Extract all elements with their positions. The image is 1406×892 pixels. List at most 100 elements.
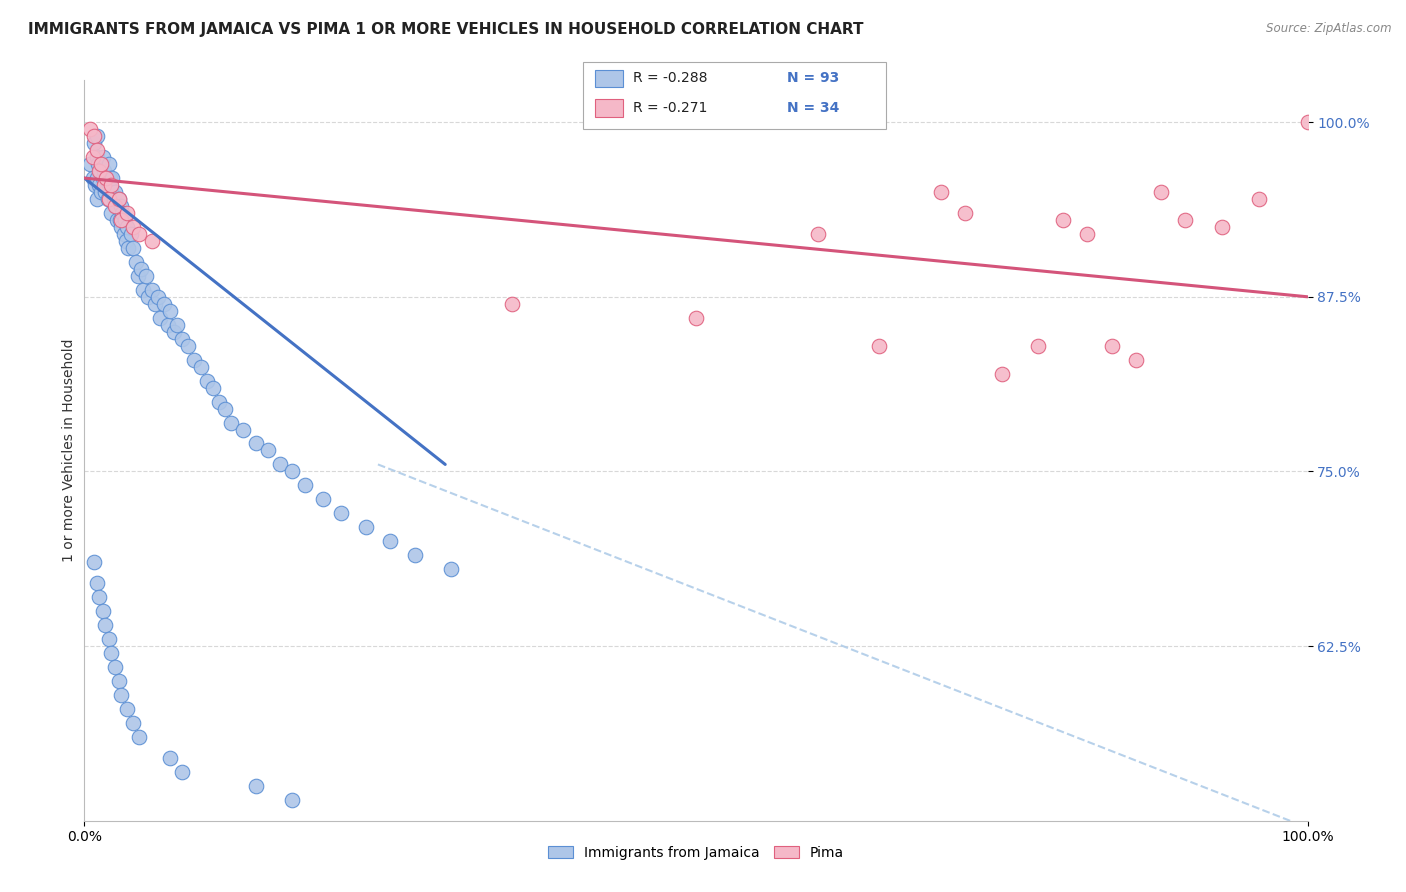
- Point: [135, 268, 157, 283]
- Point: [115, 206, 138, 220]
- Point: [110, 213, 132, 227]
- Point: [127, 268, 149, 283]
- Point: [100, 206, 122, 220]
- Point: [354, 520, 377, 534]
- Point: [1211, 219, 1233, 234]
- Point: [98, 171, 121, 186]
- Point: [110, 199, 132, 213]
- Point: [110, 219, 132, 234]
- Point: [97, 178, 120, 192]
- Point: [82, 171, 104, 186]
- Point: [111, 206, 134, 220]
- Point: [153, 297, 176, 311]
- Point: [100, 646, 122, 660]
- Point: [86, 150, 108, 164]
- Point: [1174, 213, 1197, 227]
- Point: [502, 297, 524, 311]
- Point: [953, 206, 976, 220]
- Point: [146, 290, 169, 304]
- Point: [91, 150, 114, 164]
- Point: [929, 185, 952, 199]
- Point: [163, 325, 186, 339]
- Point: [79, 122, 101, 136]
- Point: [91, 171, 114, 186]
- Point: [125, 255, 148, 269]
- Point: [86, 171, 108, 186]
- Point: [107, 192, 129, 206]
- Point: [232, 423, 254, 437]
- Point: [159, 751, 181, 765]
- Point: [312, 492, 335, 507]
- Point: [115, 702, 138, 716]
- Point: [380, 534, 402, 549]
- Point: [114, 213, 136, 227]
- Point: [281, 793, 304, 807]
- Point: [117, 241, 139, 255]
- Point: [120, 227, 142, 241]
- Y-axis label: 1 or more Vehicles in Household: 1 or more Vehicles in Household: [62, 339, 76, 562]
- Point: [87, 164, 110, 178]
- Point: [96, 171, 118, 186]
- Point: [97, 157, 120, 171]
- Point: [100, 185, 122, 199]
- Point: [96, 171, 118, 186]
- Legend: Immigrants from Jamaica, Pima: Immigrants from Jamaica, Pima: [543, 840, 849, 865]
- Point: [107, 673, 129, 688]
- Point: [105, 213, 128, 227]
- Point: [84, 178, 107, 192]
- Point: [97, 192, 120, 206]
- Text: N = 93: N = 93: [787, 71, 839, 86]
- Point: [107, 192, 129, 206]
- Point: [108, 213, 131, 227]
- Point: [115, 234, 138, 248]
- Point: [183, 352, 205, 367]
- Point: [86, 192, 108, 206]
- Point: [149, 310, 172, 325]
- Point: [103, 192, 125, 206]
- Point: [1296, 115, 1319, 129]
- Point: [190, 359, 212, 374]
- Point: [90, 185, 112, 199]
- Point: [219, 416, 242, 430]
- Point: [166, 318, 188, 332]
- Point: [91, 604, 114, 618]
- Point: [172, 332, 194, 346]
- Point: [122, 219, 145, 234]
- Text: Source: ZipAtlas.com: Source: ZipAtlas.com: [1267, 22, 1392, 36]
- Point: [1247, 192, 1270, 206]
- Point: [440, 562, 463, 576]
- Point: [404, 548, 426, 562]
- Point: [83, 136, 105, 150]
- Text: R = -0.271: R = -0.271: [633, 101, 707, 115]
- Point: [330, 506, 353, 520]
- Point: [143, 297, 166, 311]
- Point: [97, 632, 120, 646]
- Point: [1125, 352, 1147, 367]
- Point: [87, 178, 110, 192]
- Point: [257, 443, 280, 458]
- Point: [1028, 339, 1050, 353]
- Point: [1076, 227, 1098, 241]
- Point: [869, 339, 891, 353]
- Point: [281, 464, 304, 478]
- Point: [83, 129, 105, 144]
- Point: [105, 199, 128, 213]
- Point: [1101, 339, 1123, 353]
- Point: [201, 381, 224, 395]
- Point: [104, 199, 127, 213]
- Point: [136, 290, 159, 304]
- Point: [82, 150, 104, 164]
- Point: [83, 555, 105, 569]
- Point: [104, 660, 127, 674]
- Point: [141, 234, 163, 248]
- Point: [245, 779, 267, 793]
- Point: [87, 590, 110, 604]
- Point: [128, 227, 150, 241]
- Point: [141, 283, 163, 297]
- Point: [115, 219, 138, 234]
- Point: [93, 164, 115, 178]
- Point: [100, 178, 122, 192]
- Point: [1052, 213, 1074, 227]
- Point: [177, 339, 200, 353]
- Point: [807, 227, 830, 241]
